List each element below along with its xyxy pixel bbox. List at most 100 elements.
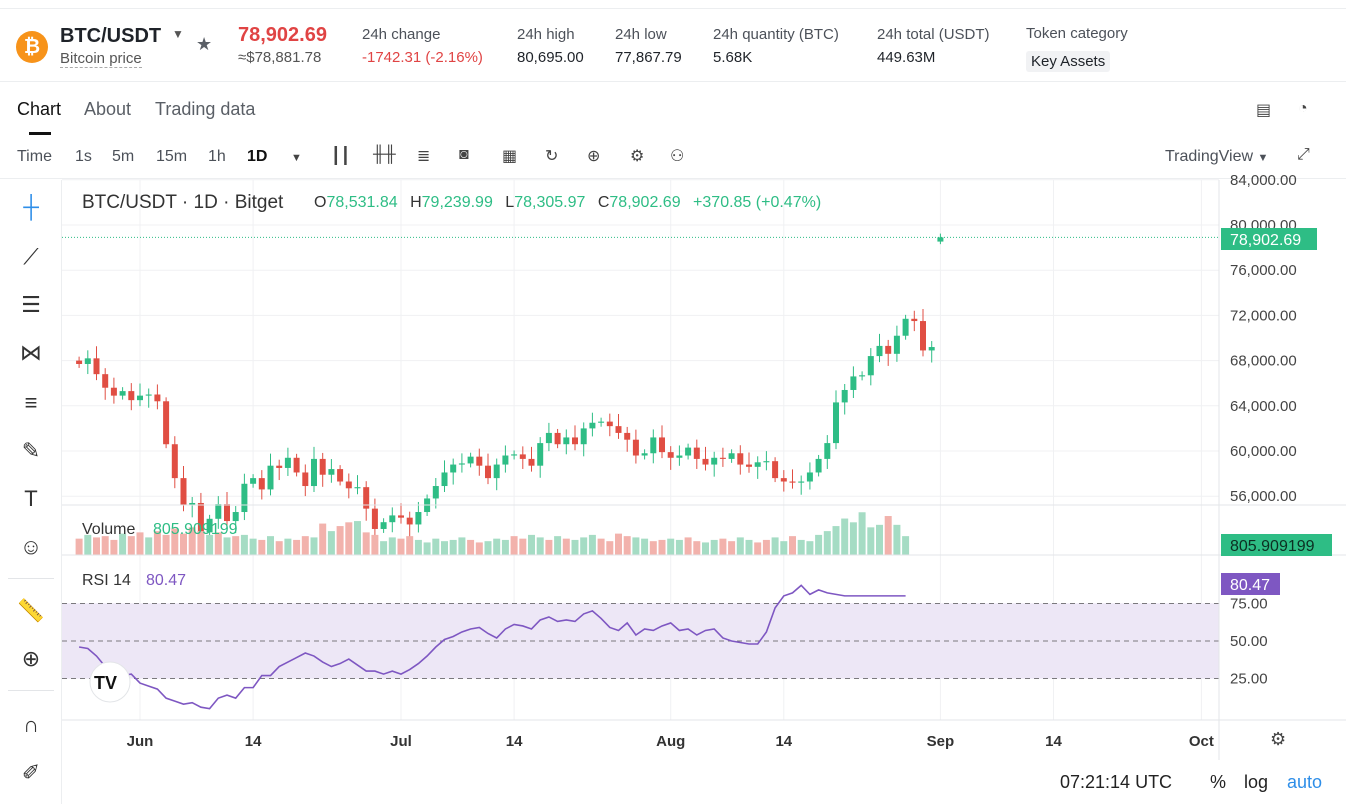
- legend-change: +370.85 (+0.47%): [693, 194, 821, 211]
- volume-bar: [371, 534, 379, 555]
- interval-1s[interactable]: 1s: [75, 148, 92, 165]
- pair-title[interactable]: BTC/USDT: [60, 25, 162, 47]
- candle-body: [76, 360, 83, 364]
- volume-bar: [197, 531, 205, 555]
- calendar-icon[interactable]: ▦: [502, 148, 518, 165]
- volume-bar: [493, 538, 501, 555]
- candle-body: [345, 481, 352, 489]
- volume-bar: [441, 541, 448, 555]
- tradingview-logo-icon[interactable]: [89, 661, 131, 703]
- trend-line-icon[interactable]: ⟋: [23, 244, 39, 269]
- interval-1d[interactable]: 1D: [247, 148, 268, 165]
- ticker-bar: ₿ BTC/USDT ▼ Bitcoin price ★ 78,902.69 ≈…: [0, 8, 1346, 82]
- candle-body: [667, 452, 674, 458]
- horizontal-lines-icon[interactable]: ☰: [21, 292, 41, 317]
- tab-chart[interactable]: Chart: [17, 99, 62, 119]
- clock-utc[interactable]: 07:21:14 UTC: [1060, 772, 1173, 792]
- pair-subtitle[interactable]: Bitcoin price: [60, 50, 142, 68]
- bar-chart-type-icon[interactable]: ┃┃: [331, 148, 351, 165]
- interval-5m[interactable]: 5m: [112, 148, 135, 165]
- log-scale-toggle[interactable]: log: [1244, 772, 1269, 792]
- tab-about[interactable]: About: [84, 99, 132, 119]
- candle-body: [841, 389, 848, 403]
- indicators-icon[interactable]: ≣: [417, 148, 431, 165]
- interval-time[interactable]: Time: [17, 148, 52, 165]
- interval-dropdown-chevron-icon[interactable]: ▼: [291, 152, 302, 164]
- volume-bar: [667, 538, 675, 555]
- settings-gear-icon[interactable]: ⚙: [630, 148, 645, 165]
- candle-body: [84, 358, 91, 364]
- chart-provider-select[interactable]: TradingView ▼: [1165, 148, 1268, 166]
- chevron-down-icon[interactable]: ▼: [172, 27, 184, 41]
- ruler-icon[interactable]: 📏: [17, 598, 45, 623]
- axis-settings-icon[interactable]: ⚙: [1270, 729, 1286, 749]
- legend-high: 79,239.99: [422, 194, 493, 211]
- volume-bar: [849, 522, 857, 555]
- last-price-tag-text: 78,902.69: [1230, 232, 1301, 249]
- candle-body: [154, 394, 161, 402]
- volume-bar: [171, 528, 179, 555]
- alert-bell-icon[interactable]: ◔: [1298, 100, 1308, 117]
- interval-15m[interactable]: 15m: [156, 148, 188, 165]
- text-icon[interactable]: T: [24, 486, 38, 511]
- price-tick-label: 56,000.00: [1230, 488, 1297, 505]
- volume-bar: [267, 536, 274, 555]
- favorite-star-icon[interactable]: ★: [196, 34, 213, 54]
- volume-bar: [832, 526, 840, 555]
- ai-assistant-icon[interactable]: ⚇: [670, 148, 685, 165]
- replay-icon[interactable]: ↻: [545, 148, 559, 165]
- candle-body: [902, 318, 909, 336]
- candle-body: [267, 465, 274, 490]
- pattern-icon[interactable]: ⋈: [20, 340, 42, 365]
- lock-pencil-icon[interactable]: ✐: [21, 760, 41, 785]
- legend-l-label: L: [505, 194, 514, 211]
- auto-scale-toggle[interactable]: auto: [1287, 772, 1323, 792]
- volume-bar: [588, 534, 596, 555]
- interval-1h[interactable]: 1h: [208, 148, 226, 165]
- candle-body: [867, 356, 874, 376]
- candlestick-type-icon[interactable]: ╫╫: [373, 146, 396, 163]
- zoom-in-icon[interactable]: ⊕: [21, 646, 41, 671]
- crosshair-icon[interactable]: ┼: [23, 194, 39, 219]
- price-tick-label: 84,000.00: [1230, 172, 1297, 189]
- time-tick-label: Oct: [1189, 733, 1214, 750]
- candle-body: [641, 453, 648, 456]
- notes-icon[interactable]: ▤: [1256, 102, 1272, 119]
- rsi-guide-lines: [62, 603, 1219, 679]
- rsi-tag: [1221, 573, 1280, 595]
- candle-body: [502, 455, 509, 465]
- tab-trading-data[interactable]: Trading data: [155, 99, 256, 119]
- volume-bar: [719, 538, 727, 555]
- time-tick-label: 14: [506, 733, 523, 750]
- magnet-icon[interactable]: ∩: [23, 712, 39, 737]
- category-badge[interactable]: Key Assets: [1026, 51, 1111, 72]
- volume-bar: [649, 541, 657, 555]
- emoji-icon[interactable]: ☺: [19, 534, 43, 559]
- candle-body: [476, 456, 483, 466]
- candle-body: [258, 478, 265, 490]
- candle-body: [719, 457, 726, 459]
- volume-bar: [597, 538, 605, 555]
- candle-body: [598, 421, 605, 423]
- candle-body: [780, 478, 787, 482]
- candle-body: [137, 395, 143, 401]
- stat-label: 24h low: [615, 26, 667, 43]
- candle-body: [511, 454, 518, 456]
- stat-token-category: Token category Key Assets: [1026, 25, 1128, 72]
- candle-body: [937, 237, 944, 242]
- time-tick-label: Jun: [127, 733, 154, 750]
- volume-bar: [475, 542, 483, 555]
- percent-scale-toggle[interactable]: %: [1210, 772, 1227, 792]
- rsi-tick-label: 50.00: [1230, 633, 1268, 650]
- camera-icon[interactable]: ◙: [459, 146, 469, 163]
- add-circle-icon[interactable]: ⊕: [587, 148, 601, 165]
- volume-bar: [675, 539, 683, 555]
- legend-h-label: H: [410, 194, 422, 211]
- fib-icon[interactable]: ≡: [24, 390, 38, 415]
- fullscreen-expand-icon[interactable]: ⤢: [1297, 146, 1310, 163]
- active-tab-indicator: [29, 132, 51, 135]
- brush-icon[interactable]: ✎: [21, 438, 41, 463]
- time-tick-label: Jul: [390, 733, 412, 750]
- candle-body: [363, 487, 370, 509]
